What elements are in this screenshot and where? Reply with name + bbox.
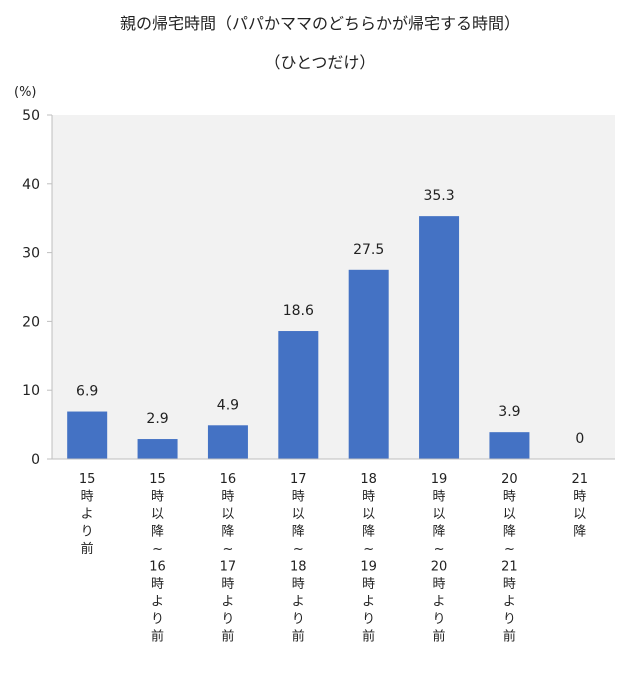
category-label: 17 時以降~ 18 時より前 xyxy=(290,472,307,645)
data-label: 2.9 xyxy=(146,411,168,427)
chart-subtitle: （ひとつだけ） xyxy=(265,53,376,72)
data-label: 0 xyxy=(575,431,584,447)
y-tick-label: 0 xyxy=(31,452,40,468)
bar xyxy=(348,269,389,459)
bar xyxy=(489,432,530,459)
bar xyxy=(419,216,460,459)
data-label: 35.3 xyxy=(423,188,454,204)
category-label: 15 時以降~ 16 時より前 xyxy=(149,472,166,645)
data-labels: 6.9 2.9 4.9 18.6 27.5 35.3 3.9 0 xyxy=(76,188,584,447)
bar xyxy=(137,439,178,459)
y-axis: 0 10 20 30 40 50 xyxy=(22,108,53,468)
data-label: 27.5 xyxy=(353,242,384,258)
bar xyxy=(207,425,248,459)
chart-title: 親の帰宅時間（パパかママのどちらかが帰宅する時間） xyxy=(120,14,520,33)
category-label: 15 時より前 xyxy=(79,472,96,557)
plot-area xyxy=(52,115,615,459)
data-label: 6.9 xyxy=(76,384,98,400)
y-tick-label: 10 xyxy=(22,383,40,399)
y-tick-label: 40 xyxy=(22,177,40,193)
category-label: 16 時以降~ 17 時より前 xyxy=(220,472,237,645)
bars xyxy=(67,216,530,459)
category-label: 19 時以降~ 20 時より前 xyxy=(431,472,448,645)
bar xyxy=(67,411,108,459)
data-label: 4.9 xyxy=(217,397,239,413)
category-label: 21 時以降 xyxy=(572,472,589,540)
data-label: 18.6 xyxy=(283,303,314,319)
y-tick-label: 50 xyxy=(22,108,40,124)
bar xyxy=(278,331,319,459)
y-axis-unit: (%) xyxy=(14,85,37,100)
y-tick-label: 20 xyxy=(22,314,40,330)
category-label: 20 時以降~ 21 時より前 xyxy=(501,472,518,645)
y-tick-label: 30 xyxy=(22,246,40,262)
category-label: 18 時以降~ 19 時より前 xyxy=(360,472,377,645)
data-label: 3.9 xyxy=(498,404,520,420)
x-axis: 15 時より前 15 時以降~ 16 時より前 16 時以降~ 17 時より前 17 時以降~ 18 時よ… xyxy=(79,472,588,645)
